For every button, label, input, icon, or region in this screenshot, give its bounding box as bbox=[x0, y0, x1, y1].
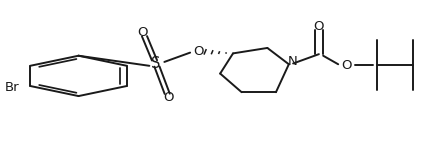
Text: O: O bbox=[194, 45, 204, 58]
Text: S: S bbox=[151, 56, 161, 71]
Text: O: O bbox=[138, 26, 148, 39]
Text: N: N bbox=[287, 55, 297, 68]
Text: O: O bbox=[342, 58, 352, 72]
Text: O: O bbox=[314, 20, 324, 33]
Text: O: O bbox=[164, 91, 174, 104]
Text: Br: Br bbox=[5, 81, 20, 94]
